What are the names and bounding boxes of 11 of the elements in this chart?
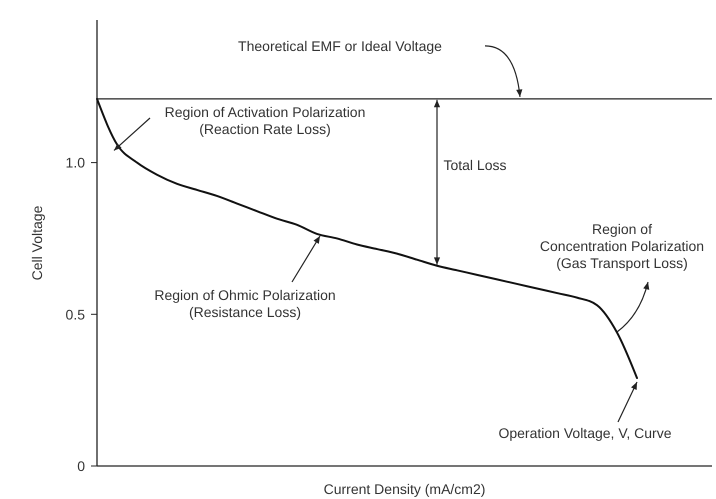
annotation: Operation Voltage, V, Curve: [498, 425, 672, 441]
y-tick-label: 0.5: [66, 306, 86, 322]
annotation: Total Loss: [443, 157, 507, 173]
y-tick-label: 1.0: [66, 154, 86, 171]
x-axis-title: Current Density (mA/cm2): [324, 481, 486, 497]
annotation: Region of Activation Polarization (Reaction Rate Loss): [164, 104, 366, 137]
ref-line-label: Theoretical EMF or Ideal Voltage: [238, 38, 442, 54]
annotation: Region of Concentration Polarization (Gas Transport Loss): [540, 221, 704, 271]
annotation: Region of Ohmic Polarization (Resistance Loss): [154, 287, 336, 320]
y-tick-label: 0: [77, 458, 86, 474]
y-axis-title: Cell Voltage: [29, 205, 45, 280]
